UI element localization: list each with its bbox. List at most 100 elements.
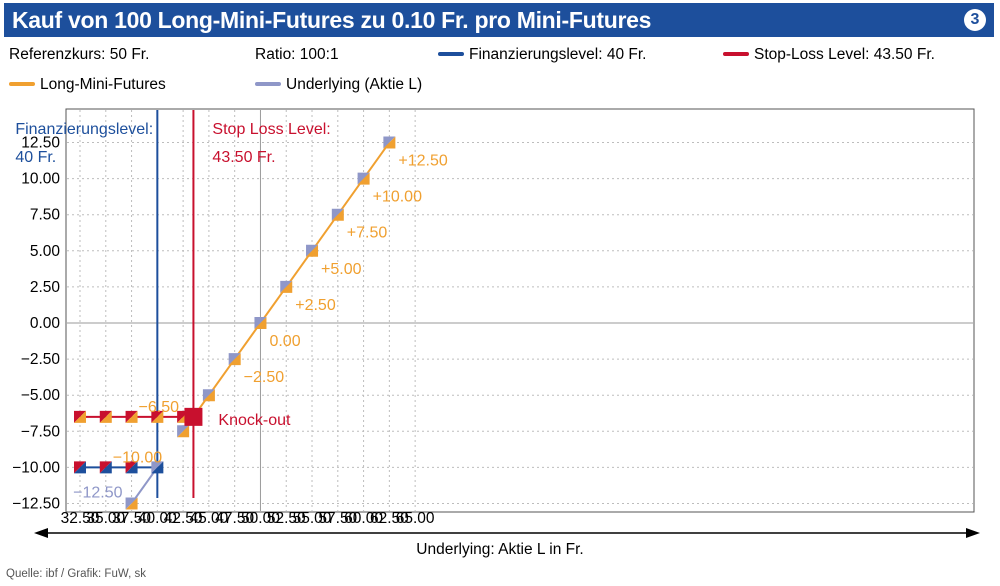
data-point-marker bbox=[357, 172, 370, 185]
marker-half-bottom bbox=[357, 172, 370, 185]
marker-half-bottom bbox=[74, 410, 86, 423]
data-label: 0.00 bbox=[269, 333, 300, 350]
marker-half-bottom bbox=[383, 136, 396, 149]
x-tick-label: 35.00 bbox=[86, 510, 125, 527]
data-label: −2.50 bbox=[244, 369, 285, 386]
data-label: +5.00 bbox=[321, 261, 362, 278]
series-line bbox=[182, 141, 391, 432]
y-tick-label: −7.50 bbox=[21, 423, 61, 440]
legend-label: Finanzierungslevel: 40 Fr. bbox=[469, 46, 647, 63]
plot-frame bbox=[65, 108, 975, 513]
data-point-marker bbox=[202, 389, 215, 402]
marker-half-bottom bbox=[151, 410, 164, 423]
y-tick-label: 5.00 bbox=[30, 243, 61, 260]
data-label: −12.50 bbox=[73, 485, 122, 502]
legend-label: Stop-Loss Level: 43.50 Fr. bbox=[754, 46, 935, 63]
marker-half-bottom bbox=[331, 208, 344, 221]
marker-half-bottom bbox=[99, 410, 112, 423]
data-label: +12.50 bbox=[398, 153, 447, 170]
x-tick-label: 40.00 bbox=[138, 510, 177, 527]
data-point-marker bbox=[151, 461, 164, 474]
y-tick-label: 10.00 bbox=[21, 171, 60, 188]
data-point-marker bbox=[383, 136, 396, 149]
x-axis-arrow-left bbox=[34, 528, 48, 538]
x-axis-arrow-right bbox=[966, 528, 980, 538]
legend-label: Long-Mini-Futures bbox=[40, 76, 166, 93]
data-point-marker bbox=[177, 425, 190, 438]
data-label: +7.50 bbox=[347, 225, 388, 242]
x-tick-label: 65.00 bbox=[396, 510, 435, 527]
marker-half-bottom bbox=[280, 280, 293, 293]
legend-swatch bbox=[255, 81, 281, 86]
x-tick-label: 32.50 bbox=[61, 510, 100, 527]
marker-half-bottom bbox=[177, 425, 190, 438]
level-label-line1: Stop Loss Level: bbox=[212, 121, 330, 138]
y-tick-label: −5.00 bbox=[21, 387, 61, 404]
legend-label: Underlying (Aktie L) bbox=[286, 76, 423, 93]
marker-half-bottom bbox=[125, 461, 138, 474]
marker-half-bottom bbox=[306, 244, 319, 257]
legend-stop-loss: Stop-Loss Level: 43.50 Fr. bbox=[723, 46, 935, 64]
figure-number-badge: 3 bbox=[964, 9, 986, 31]
knockout-marker bbox=[184, 407, 203, 426]
data-point-marker bbox=[99, 410, 112, 423]
data-point-marker bbox=[74, 461, 86, 474]
x-tick-label: 62.50 bbox=[370, 510, 409, 527]
chart-title: Kauf von 100 Long-Mini-Futures zu 0.10 F… bbox=[12, 7, 652, 33]
level-label-line1: Finanzierungslevel: bbox=[15, 121, 153, 138]
data-label: −6.50 bbox=[139, 399, 180, 416]
marker-half-bottom bbox=[125, 410, 138, 423]
ratio-info: Ratio: 100:1 bbox=[255, 46, 339, 63]
data-label: +10.00 bbox=[373, 189, 422, 206]
y-tick-label: 12.50 bbox=[21, 135, 60, 152]
data-point-marker bbox=[99, 461, 112, 474]
legend-finanzierungslevel: Finanzierungslevel: 40 Fr. bbox=[438, 46, 646, 64]
source-note: Quelle: ibf / Grafik: FuW, sk bbox=[6, 568, 146, 580]
data-label: +2.50 bbox=[295, 297, 336, 314]
marker-half-bottom bbox=[99, 461, 112, 474]
marker-half-bottom bbox=[74, 461, 86, 474]
data-point-marker bbox=[151, 410, 164, 423]
legend-long-mini-futures: Long-Mini-Futures bbox=[9, 76, 166, 94]
marker-half-top bbox=[254, 317, 267, 329]
legend-underlying: Underlying (Aktie L) bbox=[255, 76, 422, 94]
x-axis-label: Underlying: Aktie L in Fr. bbox=[416, 541, 584, 558]
legend-swatch bbox=[438, 51, 464, 56]
y-tick-label: 0.00 bbox=[30, 315, 61, 332]
marker-half-bottom bbox=[125, 497, 138, 510]
level-label-line2: 43.50 Fr. bbox=[212, 149, 275, 166]
x-tick-label: 42.50 bbox=[164, 510, 203, 527]
marker-half-bottom bbox=[151, 461, 164, 474]
legend-swatch bbox=[9, 81, 35, 86]
y-tick-label: −10.00 bbox=[12, 459, 60, 476]
data-point-marker bbox=[125, 497, 138, 510]
data-label: −10.00 bbox=[113, 449, 162, 466]
y-tick-label: −12.50 bbox=[12, 496, 60, 513]
data-point-marker bbox=[74, 410, 86, 423]
series-line bbox=[130, 466, 159, 505]
marker-half-bottom bbox=[228, 353, 241, 366]
data-point-marker bbox=[331, 208, 344, 221]
level-label-line2: 40 Fr. bbox=[15, 149, 56, 166]
data-point-marker bbox=[280, 280, 293, 293]
data-point-marker bbox=[254, 317, 267, 329]
marker-half-top bbox=[306, 244, 319, 257]
referenzkurs-info: Referenzkurs: 50 Fr. bbox=[9, 46, 150, 63]
marker-half-bottom bbox=[254, 317, 267, 329]
legend-swatch bbox=[723, 51, 749, 56]
y-tick-label: 2.50 bbox=[30, 279, 61, 296]
knockout-label: Knock-out bbox=[218, 412, 291, 429]
x-tick-label: 45.00 bbox=[190, 510, 229, 527]
data-point-marker bbox=[125, 461, 138, 474]
x-tick-label: 47.50 bbox=[215, 510, 254, 527]
x-tick-label: 55.00 bbox=[293, 510, 332, 527]
data-point-marker bbox=[228, 353, 241, 366]
x-tick-label: 50.00 bbox=[241, 510, 280, 527]
y-tick-label: 7.50 bbox=[30, 207, 61, 224]
y-tick-label: −2.50 bbox=[21, 351, 61, 368]
title-bar: Kauf von 100 Long-Mini-Futures zu 0.10 F… bbox=[4, 3, 994, 37]
x-tick-label: 37.50 bbox=[112, 510, 151, 527]
x-tick-label: 57.50 bbox=[318, 510, 357, 527]
x-tick-label: 52.50 bbox=[267, 510, 306, 527]
